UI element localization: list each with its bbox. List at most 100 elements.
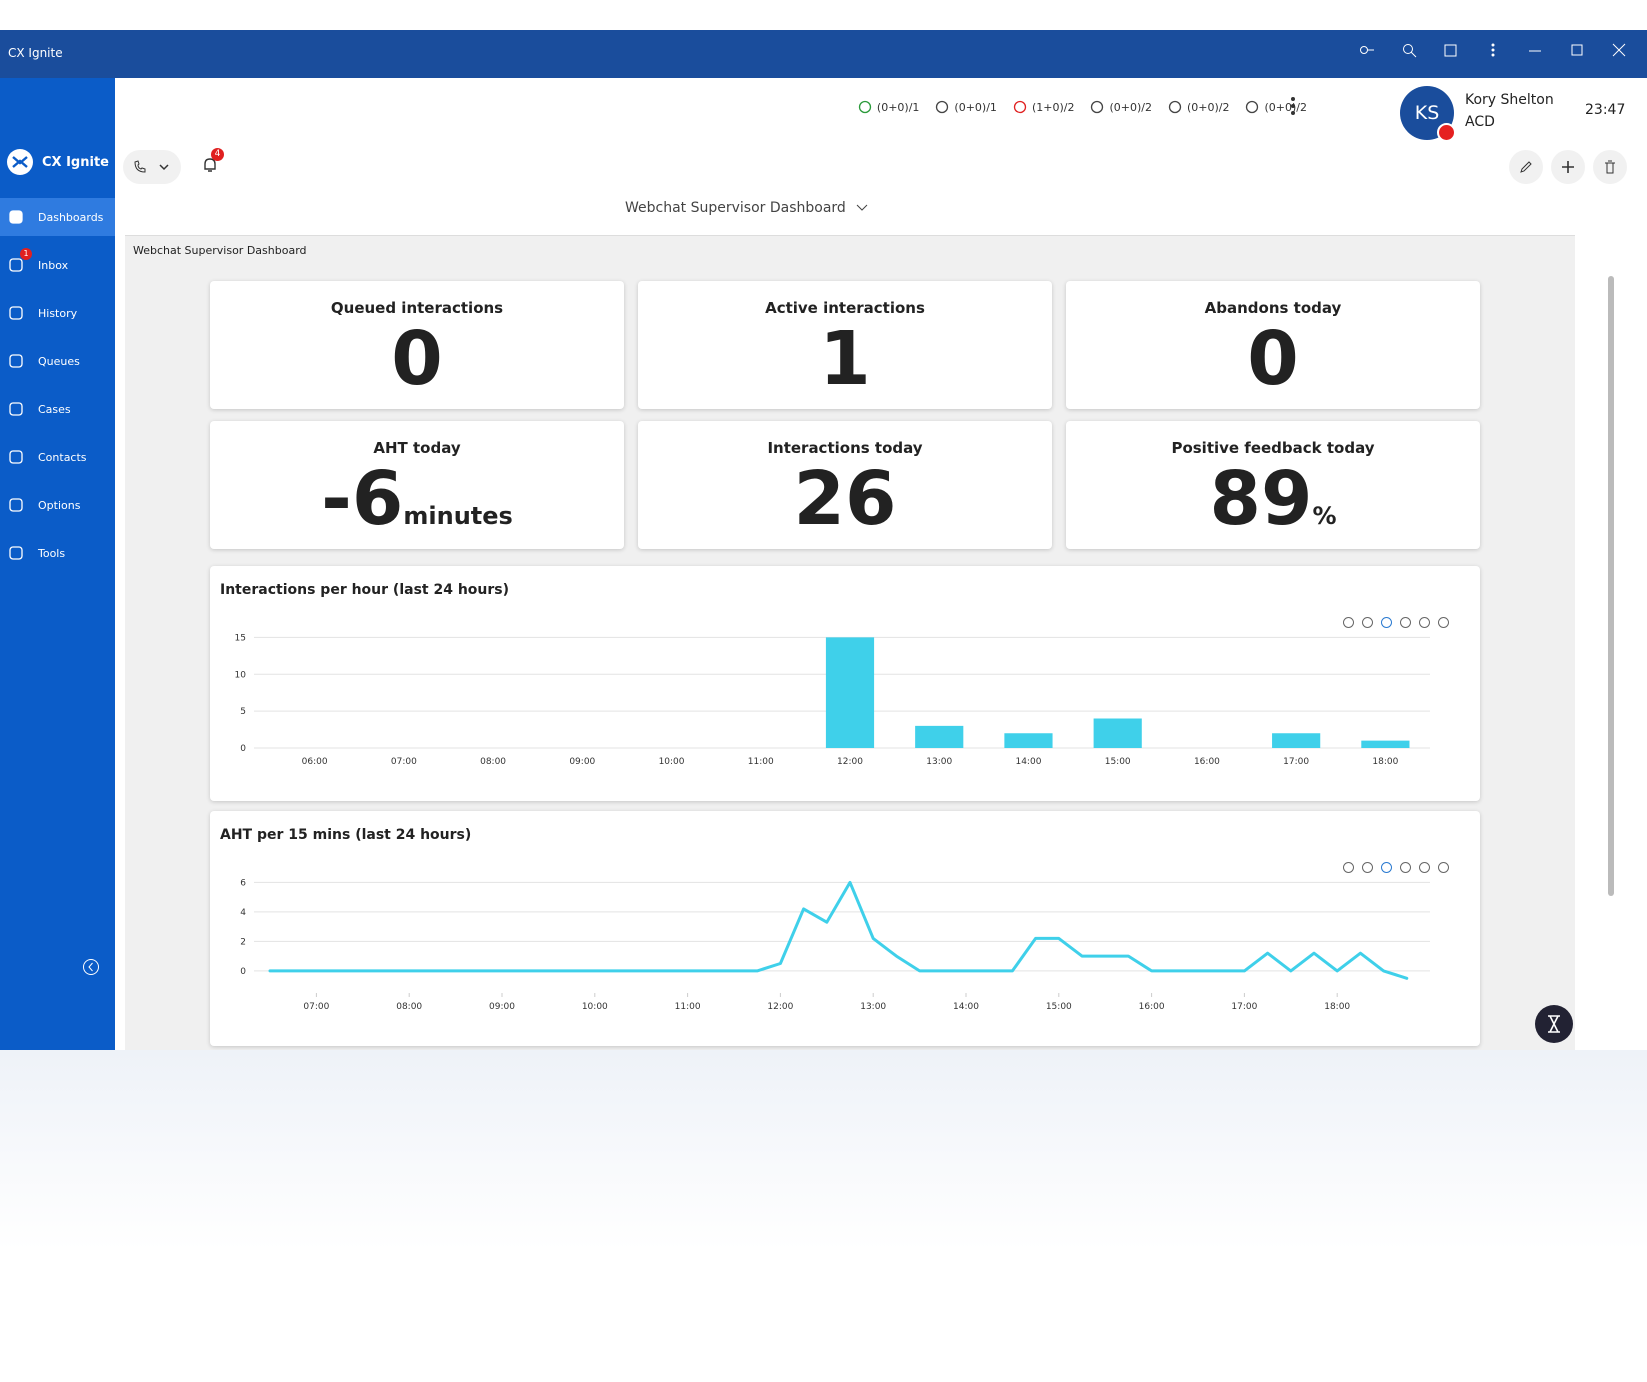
bell-icon <box>204 158 216 172</box>
nav-icon <box>9 498 23 512</box>
nav-label: Options <box>38 498 81 512</box>
add-button[interactable] <box>1551 150 1585 184</box>
kpi-label: Interactions today <box>767 439 923 457</box>
kpi-value: 89 <box>1209 456 1313 542</box>
nav-label: Inbox <box>38 258 69 272</box>
avatar[interactable]: KS <box>1400 86 1456 142</box>
x-tick-label: 14:00 <box>1015 757 1041 767</box>
kpi-value-row: 0 <box>210 317 624 401</box>
nav-label: Queues <box>38 354 80 368</box>
nav-icon <box>9 210 23 224</box>
status-counter: (0+0)/2 <box>1090 100 1152 114</box>
nav-label: Contacts <box>38 450 87 464</box>
chart: 0 5 10 15 06:00 07:00 08:00 09:00 10:00 11:00 12:0… <box>235 633 1430 767</box>
counter-icon <box>936 100 949 114</box>
pan[interactable] <box>1399 861 1412 874</box>
nav-icon <box>9 546 23 560</box>
icon-shape <box>1343 617 1354 628</box>
nav-icon <box>9 258 23 272</box>
status-counters: (0+0)/1 (0+0)/1 (1+0)/2 (0+0)/2 (0+0)/2 (0+0)… <box>858 100 1307 114</box>
icon-shape <box>9 402 23 416</box>
status-counter: (0+0)/2 <box>1168 100 1229 114</box>
edit-icon <box>1520 161 1532 173</box>
x-tick-label: 07:00 <box>391 757 417 767</box>
kpi-unit: minutes <box>403 502 513 530</box>
notifications[interactable]: 4 <box>201 148 224 178</box>
status-counter: (1+0)/2 <box>1013 100 1075 114</box>
dashboard-selector[interactable]: Webchat Supervisor Dashboard <box>625 200 868 216</box>
menu[interactable] <box>1437 861 1450 874</box>
counter-text: (1+0)/2 <box>1031 100 1075 114</box>
y-tick-label: 10 <box>235 670 247 680</box>
kpi-value: 1 <box>819 316 871 402</box>
kpi-value: -6 <box>321 456 404 542</box>
icon-shape <box>9 546 23 560</box>
nav-item[interactable]: Options <box>0 486 115 524</box>
nav-item[interactable]: Inbox 1 <box>0 246 115 284</box>
kpi-value: 26 <box>793 456 897 542</box>
minimize[interactable] <box>1527 42 1543 58</box>
reset[interactable] <box>1418 616 1431 629</box>
phone-button[interactable] <box>123 150 181 184</box>
menu[interactable] <box>1437 616 1450 629</box>
x-tick-label: 11:00 <box>675 1002 701 1012</box>
y-tick-label: 5 <box>240 707 246 717</box>
kpi-grid: Queued interactions 0 Active interactions 1… <box>210 281 1480 549</box>
y-tick-label: 15 <box>235 633 246 643</box>
status-counter: (0+0)/1 <box>858 100 919 114</box>
x-tick-label: 10:00 <box>659 757 685 767</box>
timer-button[interactable] <box>1535 1005 1573 1043</box>
extension-icon[interactable] <box>1443 42 1459 58</box>
maximize[interactable] <box>1569 42 1585 58</box>
scrollbar[interactable] <box>1607 236 1615 1051</box>
zoom-in[interactable] <box>1342 861 1355 874</box>
counter-icon <box>1091 100 1104 114</box>
icon-shape <box>1013 100 1027 114</box>
icon-shape <box>1362 862 1373 873</box>
icon-shape <box>1343 862 1354 873</box>
chart-toolbar <box>1342 616 1450 629</box>
content: (0+0)/1 (0+0)/1 (1+0)/2 (0+0)/2 (0+0)/2 (0+0)… <box>115 78 1647 1051</box>
close[interactable] <box>1611 42 1627 58</box>
icon-shape <box>1438 617 1449 628</box>
x-tick-label: 08:00 <box>480 757 506 767</box>
zoom-out[interactable] <box>1361 616 1374 629</box>
sidebar: CX Ignite Dashboards Inbox 1 History Queues C… <box>0 78 115 1050</box>
nav-item[interactable]: History <box>0 294 115 332</box>
y-tick-label: 0 <box>240 744 246 754</box>
bar <box>1361 740 1410 748</box>
nav-item[interactable]: Cases <box>0 390 115 428</box>
title-bar: CX Ignite <box>0 30 1647 78</box>
nav-icon <box>9 306 23 320</box>
bar <box>1093 718 1142 748</box>
zoom[interactable] <box>1380 616 1393 629</box>
pan[interactable] <box>1399 616 1412 629</box>
kpi-card: Abandons today 0 <box>1066 281 1480 409</box>
brand-name: CX Ignite <box>42 154 109 170</box>
zoom-out[interactable] <box>1361 861 1374 874</box>
nav-label: History <box>38 306 78 320</box>
status-counter: (0+0)/2 <box>1245 100 1307 114</box>
nav-item[interactable]: Queues <box>0 342 115 380</box>
nav-item[interactable]: Contacts <box>0 438 115 476</box>
edit-button[interactable] <box>1509 150 1543 184</box>
chart-card: AHT per 15 mins (last 24 hours) 0 2 4 6 07:00… <box>210 811 1480 1046</box>
icon-shape <box>936 100 949 114</box>
chart: 0 2 4 6 07:00 08:00 09:00 10:00 11:00 12:00 13:00 1… <box>240 878 1430 1012</box>
nav-item[interactable]: Tools <box>0 534 115 572</box>
brand-logo <box>7 149 33 175</box>
initials: KS <box>1414 102 1440 124</box>
reset[interactable] <box>1418 861 1431 874</box>
more-icon[interactable] <box>1290 96 1296 116</box>
zoom[interactable] <box>1380 861 1393 874</box>
collapse[interactable] <box>82 958 100 976</box>
icon-shape <box>1419 862 1430 873</box>
key-icon[interactable] <box>1359 42 1375 58</box>
delete-button[interactable] <box>1593 150 1627 184</box>
zoom-in[interactable] <box>1342 616 1355 629</box>
menu-icon[interactable] <box>1485 42 1501 58</box>
nav-item[interactable]: Dashboards <box>0 198 115 236</box>
zoom-icon[interactable] <box>1401 42 1417 58</box>
kpi-card: Queued interactions 0 <box>210 281 624 409</box>
x-tick-label: 16:00 <box>1194 757 1220 767</box>
